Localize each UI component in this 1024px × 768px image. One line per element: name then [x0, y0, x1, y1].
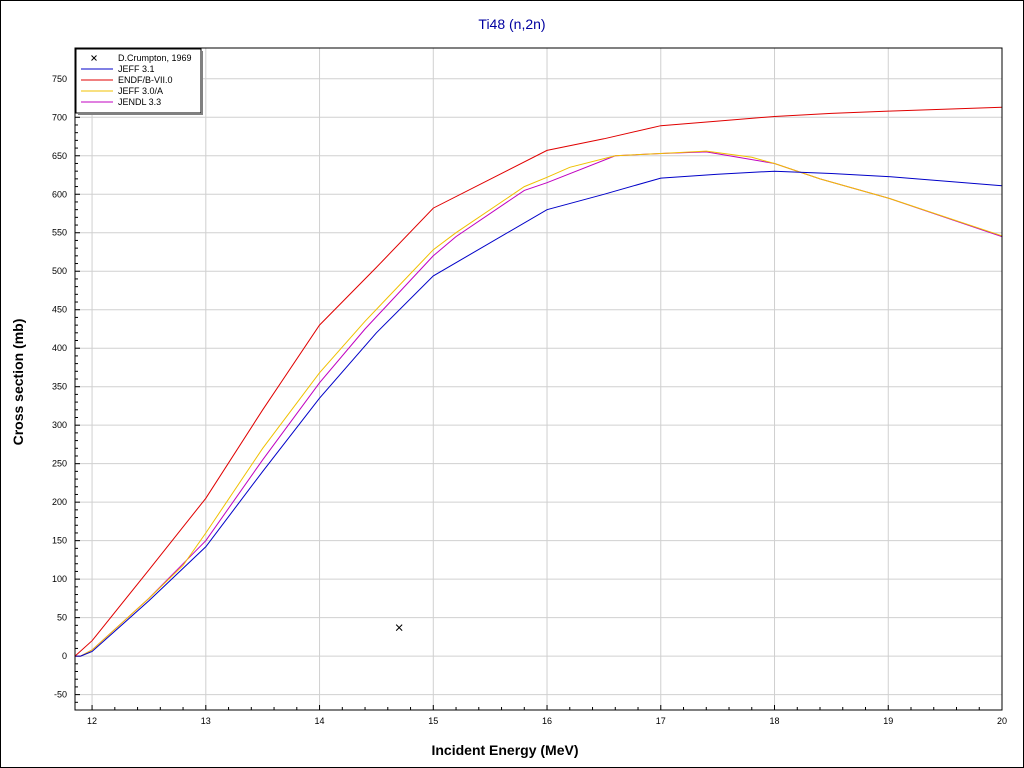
- legend-item-jeff-3-0-a: JEFF 3.0/A: [81, 86, 163, 96]
- y-tick-label: 500: [52, 266, 67, 276]
- legend-shadow-right: [201, 51, 203, 114]
- y-tick-label: 100: [52, 574, 67, 584]
- y-axis-title: Cross section (mb): [10, 319, 26, 446]
- y-tick-label: 50: [57, 613, 67, 623]
- y-tick-label: 250: [52, 459, 67, 469]
- y-tick-label: 400: [52, 343, 67, 353]
- series-layer: [74, 106, 1003, 657]
- legend-shadow-bottom: [78, 113, 203, 115]
- legend-x-marker: [91, 55, 97, 61]
- x-tick-label: 17: [656, 716, 666, 726]
- legend-item-endf-b-vii-0: ENDF/B-VII.0: [81, 75, 173, 85]
- y-tick-label: -50: [54, 690, 67, 700]
- series-line-jeff-3-1: [75, 170, 1003, 657]
- x-tick-label: 15: [428, 716, 438, 726]
- x-tick-label: 12: [87, 716, 97, 726]
- y-tick-label: 350: [52, 382, 67, 392]
- y-tick-label: 700: [52, 112, 67, 122]
- y-tick-labels: -50 0 50 100 150 200 250 300 350 400 450 500 550 600 6…: [52, 74, 67, 700]
- legend-item-jeff-3-1: JEFF 3.1: [81, 64, 155, 74]
- series-line-jeff-3-0-a: [75, 150, 1003, 657]
- x-tick-label: 20: [997, 716, 1007, 726]
- y-tick-label: 600: [52, 189, 67, 199]
- legend-label: D.Crumpton, 1969: [118, 53, 192, 63]
- y-tick-label: 450: [52, 305, 67, 315]
- x-tick-label: 16: [542, 716, 552, 726]
- y-tick-label: 200: [52, 497, 67, 507]
- legend-item-d-crumpton-1969: D.Crumpton, 1969: [91, 53, 192, 63]
- y-tick-label: 150: [52, 536, 67, 546]
- plot-area: [75, 48, 1002, 710]
- series-line-endf-b-vii-0: [74, 106, 1003, 657]
- x-axis-title: Incident Energy (MeV): [431, 742, 578, 758]
- y-tick-label: 300: [52, 420, 67, 430]
- x-tick-label: 18: [770, 716, 780, 726]
- chart-title: Ti48 (n,2n): [478, 16, 545, 32]
- y-tick-label: 0: [62, 651, 67, 661]
- points-layer: [395, 624, 403, 631]
- plot-border: [74, 47, 1003, 711]
- y-tick-label: 650: [52, 151, 67, 161]
- data-point-crumpton: [395, 624, 403, 631]
- legend-item-jendl-3-3: JENDL 3.3: [81, 97, 161, 107]
- y-tick-label: 550: [52, 228, 67, 238]
- x-tick-label: 14: [315, 716, 325, 726]
- legend-label: JENDL 3.3: [118, 97, 161, 107]
- legend-label: ENDF/B-VII.0: [118, 75, 173, 85]
- x-tick-labels: 12 13 14 15 16 17 18 19 20: [87, 716, 1007, 726]
- y-tick-label: 750: [52, 74, 67, 84]
- x-tick-label: 13: [201, 716, 211, 726]
- legend-label: JEFF 3.1: [118, 64, 155, 74]
- legend-label: JEFF 3.0/A: [118, 86, 163, 96]
- x-tick-label: 19: [883, 716, 893, 726]
